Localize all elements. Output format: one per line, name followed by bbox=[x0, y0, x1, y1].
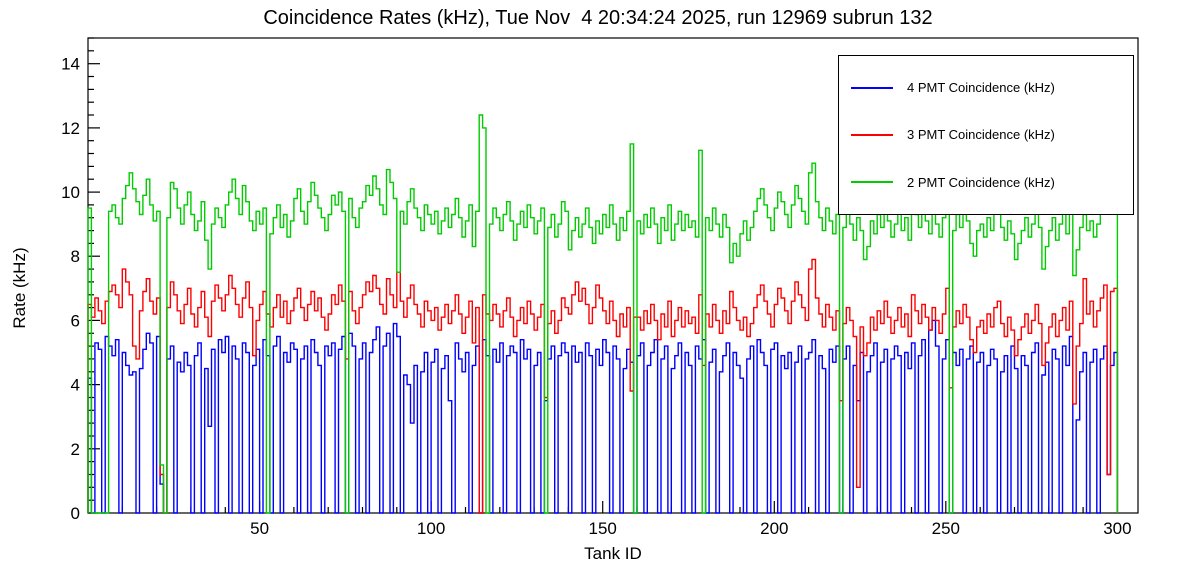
legend-line-3pmt-swatch bbox=[851, 133, 893, 136]
legend-label-4pmt: 4 PMT Coincidence (kHz) bbox=[907, 80, 1055, 96]
y-tick-label: 2 bbox=[71, 440, 80, 459]
y-tick-label: 8 bbox=[71, 247, 80, 266]
x-axis-title: Tank ID bbox=[584, 544, 642, 563]
x-tick-label: 250 bbox=[932, 519, 960, 538]
y-tick-label: 4 bbox=[71, 376, 80, 395]
series-4pmt-line bbox=[87, 319, 1119, 514]
y-tick-label: 14 bbox=[61, 55, 80, 74]
legend-line-4pmt-swatch bbox=[851, 86, 893, 89]
legend: 4 PMT Coincidence (kHz) 3 PMT Coincidenc… bbox=[838, 55, 1134, 215]
legend-entry-4pmt: 4 PMT Coincidence (kHz) bbox=[839, 80, 1133, 95]
x-tick-label: 50 bbox=[250, 519, 269, 538]
y-tick-label: 12 bbox=[61, 119, 80, 138]
y-tick-label: 6 bbox=[71, 311, 80, 330]
x-tick-label: 300 bbox=[1103, 519, 1131, 538]
legend-line-2pmt-swatch bbox=[851, 181, 893, 184]
y-axis-title: Rate (kHz) bbox=[10, 247, 29, 329]
y-tick-label: 10 bbox=[61, 183, 80, 202]
legend-entry-2pmt: 2 PMT Coincidence (kHz) bbox=[839, 175, 1133, 190]
legend-entry-3pmt: 3 PMT Coincidence (kHz) bbox=[839, 127, 1133, 142]
y-tick-label: 0 bbox=[71, 504, 80, 523]
chart-title: Coincidence Rates (kHz), Tue Nov 4 20:34… bbox=[263, 7, 933, 29]
series-3pmt-line bbox=[87, 258, 1119, 514]
legend-label-2pmt: 2 PMT Coincidence (kHz) bbox=[907, 174, 1055, 190]
x-tick-label: 200 bbox=[760, 519, 788, 538]
x-tick-label: 150 bbox=[589, 519, 617, 538]
x-tick-label: 100 bbox=[417, 519, 445, 538]
legend-label-3pmt: 3 PMT Coincidence (kHz) bbox=[907, 127, 1055, 143]
